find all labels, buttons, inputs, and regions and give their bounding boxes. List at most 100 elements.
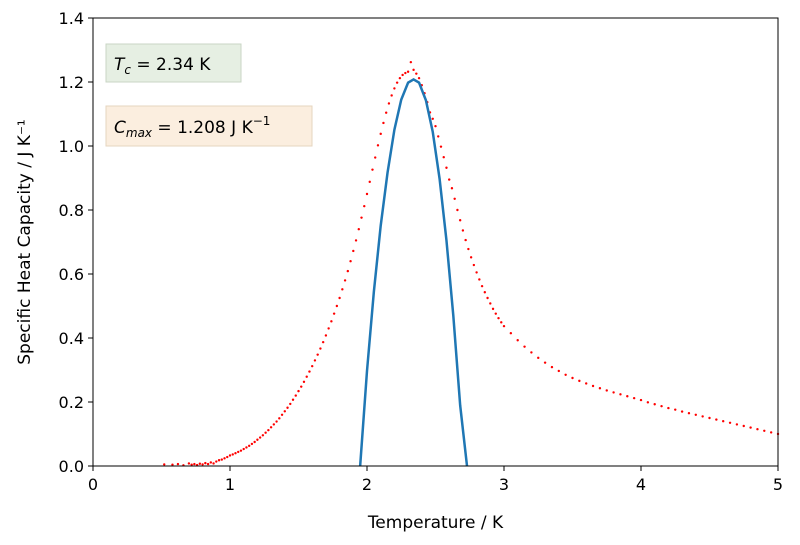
data-point [464,238,467,242]
data-point [316,353,319,356]
data-point [543,361,547,364]
y-tick-label: 0.0 [59,457,84,476]
data-point [327,327,330,330]
data-point [311,364,314,368]
data-point [220,458,223,461]
cmax-annotation: Cmax = 1.208 J K−1 [105,105,313,147]
data-point [667,406,670,410]
x-tick-label: 4 [636,475,646,494]
data-point [598,387,602,390]
y-tick-label: 1.0 [59,137,84,156]
fit-curve-line [358,77,469,467]
y-tick-label: 0.6 [59,265,84,284]
data-point [605,389,608,392]
data-point [564,373,567,376]
data-point [338,296,341,300]
data-point [412,68,415,72]
data-point [324,334,328,337]
y-axis-label: Specific Heat Capacity / J K⁻¹ [15,119,35,364]
data-point [300,385,303,388]
data-point [387,102,391,105]
data-point [321,340,325,344]
scatter-series [163,60,780,467]
data-point [332,312,336,315]
data-point [256,438,259,441]
data-point [261,434,265,437]
data-point [437,135,440,138]
data-point [409,60,413,64]
data-point [769,431,773,434]
data-point [382,121,385,125]
y-tick-label: 1.2 [59,73,84,92]
data-point [198,462,202,465]
data-point [308,370,311,373]
data-point [234,452,237,455]
data-point [557,369,560,373]
data-point [305,375,308,378]
data-point [384,111,388,114]
data-point [245,446,248,449]
data-point [343,279,347,282]
data-point [417,76,421,80]
data-point [368,180,371,184]
data-point [674,408,677,411]
data-point [502,324,506,328]
data-point [193,462,196,466]
data-point [439,145,443,148]
x-tick-label: 3 [499,475,509,494]
x-tick-label: 1 [225,475,235,494]
data-point [190,463,193,466]
data-point [523,345,526,348]
data-point [335,304,339,308]
data-point [735,423,739,426]
y-axis-ticks: 0.0 0.2 0.4 0.6 0.8 1.0 1.2 1.4 [59,9,93,476]
y-tick-label: 1.4 [59,9,84,28]
data-point [250,442,254,446]
data-point [722,420,725,423]
data-point [349,260,352,263]
data-point [406,70,410,73]
data-point [530,351,533,354]
data-point [352,249,355,253]
data-point [486,296,489,300]
data-point [264,431,267,434]
x-axis-label: Temperature / K [367,513,504,533]
data-point [458,219,462,222]
data-point [354,239,358,242]
x-axis-ticks: 0 1 2 3 4 5 [88,466,783,494]
data-point [461,229,465,232]
data-point [204,461,207,465]
data-point [489,302,492,305]
data-point [612,391,615,394]
data-point [217,459,221,462]
data-point [272,423,276,426]
data-point [619,393,622,396]
data-point [448,178,451,181]
data-point [275,420,278,423]
data-point [469,256,473,259]
data-point [278,417,281,420]
y-tick-label: 0.4 [59,329,84,348]
data-point [283,410,286,413]
data-point [176,462,180,466]
data-point [390,94,393,97]
data-point [728,421,732,424]
cmax-annotation-text: Cmax = 1.208 J K−1 [114,114,270,140]
data-point [585,382,588,385]
data-point [763,429,766,432]
data-point [660,404,663,408]
data-point [680,410,684,413]
data-point [571,376,574,380]
data-point [395,81,399,84]
tc-annotation: Tc = 2.34 K [105,43,242,83]
data-point [341,288,344,291]
data-point [231,453,234,456]
data-point [201,463,204,466]
data-point [258,436,262,439]
data-point [291,398,295,401]
data-point [687,412,691,415]
data-point [742,424,745,428]
data-point [415,72,418,75]
data-point [253,440,256,444]
